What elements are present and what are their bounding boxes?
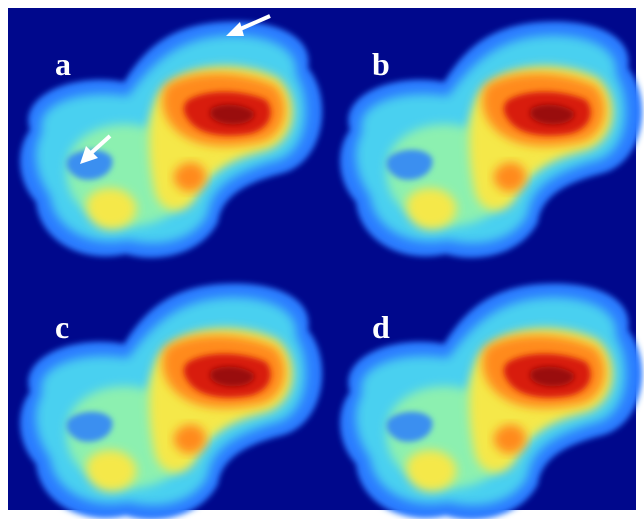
panel-label: b — [372, 46, 390, 82]
figure: a b c d — [0, 0, 644, 519]
panel-label: c — [55, 309, 69, 345]
panel-label: a — [55, 46, 71, 82]
panel-label: d — [372, 309, 390, 345]
